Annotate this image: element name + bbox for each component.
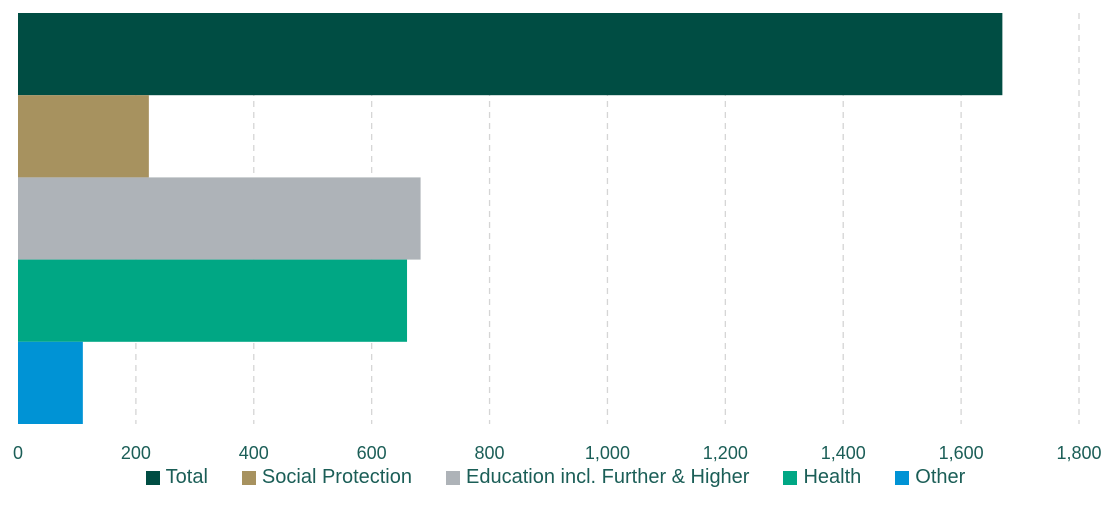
legend-item: Other [895, 466, 965, 489]
legend-label: Health [803, 466, 862, 488]
legend-item: Total [145, 466, 208, 489]
x-tick-label: 1,600 [939, 443, 984, 463]
bar-social-protection [18, 95, 149, 178]
legend: Total Social Protection Education incl. Fu… [0, 466, 1111, 489]
bars [18, 13, 1003, 424]
x-tick-label: 1,800 [1056, 443, 1101, 463]
legend-swatch [783, 470, 798, 485]
legend-label: Total [165, 466, 208, 488]
legend-label: Other [915, 466, 966, 488]
x-tick-label: 400 [239, 443, 269, 463]
legend-swatch [241, 470, 256, 485]
bar-total [18, 13, 1003, 96]
x-axis-tick-labels: 0 200 400 600 800 1,000 1,200 1,400 1,600 1,800 [13, 443, 1102, 463]
x-tick-label: 800 [475, 443, 505, 463]
bar-other [18, 341, 83, 424]
x-tick-label: 200 [121, 443, 151, 463]
x-tick-label: 0 [13, 443, 23, 463]
legend-swatch [446, 470, 460, 485]
bar-education-incl-further-higher [18, 177, 421, 260]
legend-swatch [895, 470, 910, 485]
bar-chart: 0 200 400 600 800 1,000 1,200 1,400 1,600 1,800 [13, 13, 1102, 463]
x-tick-label: 1,000 [585, 443, 630, 463]
x-tick-label: 1,400 [821, 443, 866, 463]
x-tick-label: 1,200 [703, 443, 748, 463]
legend-label: Social Protection [261, 466, 412, 488]
legend-item: Health [783, 466, 861, 489]
bar-health [18, 259, 408, 342]
legend-label: Education incl. Further & Higher [466, 466, 750, 488]
x-tick-label: 600 [357, 443, 387, 463]
legend-swatch [145, 470, 160, 485]
legend-item: Social Protection [241, 466, 412, 489]
legend-item: Education incl. Further & Higher [446, 466, 749, 489]
